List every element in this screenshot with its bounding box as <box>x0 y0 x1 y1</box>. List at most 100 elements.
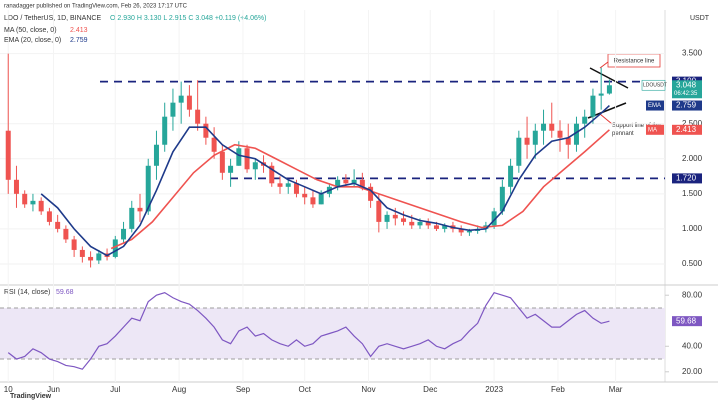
candle-body <box>293 183 299 194</box>
candle-body <box>491 211 497 226</box>
legend-name: MA (50, close, 0) <box>4 27 57 34</box>
candle-body <box>458 228 464 233</box>
candle-body <box>129 207 135 229</box>
legend-value: 59.68 <box>56 289 74 296</box>
candle-body <box>88 256 94 261</box>
countdown: 06:42:35 <box>674 91 698 97</box>
candle-body <box>162 116 168 145</box>
indicator-tag-value <box>672 124 702 135</box>
candle-body <box>203 123 209 138</box>
publisher: ranadagger published on TradingView.com,… <box>4 4 188 10</box>
candle-body <box>269 165 275 184</box>
y-tick-label: 40.00 <box>682 341 703 350</box>
y-tick-label: 2.000 <box>682 154 703 163</box>
candle-body <box>557 130 563 138</box>
rsi-line <box>7 291 610 370</box>
annotation: Resistance line <box>614 59 655 65</box>
candle-body <box>145 165 151 212</box>
level-label: 1.720 <box>676 174 697 183</box>
currency: USDT <box>690 15 710 22</box>
candle-body <box>236 148 242 166</box>
candle-body <box>170 102 176 117</box>
y-tick-label: 1.500 <box>682 189 703 198</box>
candle-body <box>186 95 192 110</box>
x-tick-label: Sep <box>236 385 251 394</box>
chart-title: LDO / TetherUS, 1D, BINANCE <box>4 15 101 22</box>
candle-body <box>532 130 538 145</box>
candle-body <box>590 95 596 117</box>
indicator-tag-name <box>646 124 664 135</box>
indicator-line <box>40 104 610 257</box>
candle-body <box>153 144 159 166</box>
candle-body <box>524 137 530 145</box>
resistance-trendline <box>589 67 629 89</box>
y-tick-label: 1.000 <box>682 224 703 233</box>
candle-body <box>516 137 522 166</box>
x-tick-label: Oct <box>298 385 311 394</box>
last-price: 3.048 <box>676 80 697 89</box>
candle-body <box>137 207 143 212</box>
candle-body <box>13 179 19 194</box>
x-tick-label: 2023 <box>485 385 503 394</box>
annotation-wrap: Support line of the pennant <box>612 123 661 137</box>
candle-body <box>565 137 571 145</box>
legend-value: 2.759 <box>70 37 88 44</box>
candle-body <box>376 200 382 222</box>
y-tick-label: 80.00 <box>682 290 703 299</box>
x-tick-label: Mar <box>609 385 623 394</box>
candle-body <box>508 165 514 187</box>
candle-body <box>228 165 234 173</box>
candle-body <box>351 179 357 184</box>
candle-body <box>368 186 374 201</box>
candle-body <box>343 179 349 184</box>
x-tick-label: 10 <box>4 385 13 394</box>
x-tick-label: Aug <box>172 385 186 394</box>
candle-body <box>55 221 61 229</box>
indicator-tag: EMA <box>648 103 661 109</box>
candle-body <box>195 109 201 124</box>
candle-body <box>96 253 102 261</box>
candle-body <box>582 116 588 124</box>
annotation-arrow <box>599 61 609 69</box>
y-tick-label: 2.500 <box>682 119 703 128</box>
candle-body <box>285 183 291 187</box>
candle-body <box>606 85 612 94</box>
candle-body <box>22 193 28 205</box>
rsi-title: RSI (14, close) <box>4 289 50 296</box>
legend-name: EMA (20, close, 0) <box>4 37 61 44</box>
rsi-band <box>0 307 665 360</box>
indicator-tag-value <box>672 316 702 327</box>
candle-body <box>121 228 127 240</box>
candle-body <box>30 200 36 205</box>
annotation: Support line of the pennant <box>612 123 661 137</box>
candle-body <box>392 214 398 219</box>
candle-body <box>71 239 77 250</box>
candle-body <box>573 123 579 145</box>
candle-body <box>277 183 283 187</box>
candle-body <box>442 225 448 229</box>
x-tick-label: Nov <box>361 385 375 394</box>
candle-body <box>112 239 118 257</box>
indicator-line <box>110 129 610 250</box>
indicator-value: 59.68 <box>676 316 697 325</box>
candle-body <box>425 221 431 226</box>
annotation-arrow <box>599 113 613 125</box>
x-tick-label: Jun <box>47 385 60 394</box>
candle-body <box>409 221 415 226</box>
candle-body <box>401 218 407 222</box>
indicator-value: 2.413 <box>676 125 697 134</box>
indicator-value: 2.759 <box>676 101 697 110</box>
candle-body <box>302 193 308 198</box>
symbol-tag <box>641 79 666 91</box>
candle-body <box>219 151 225 173</box>
candle-body <box>63 228 69 240</box>
candle-body <box>46 211 52 222</box>
candle-body <box>433 225 439 229</box>
indicator-tag: MA <box>648 127 657 133</box>
symbol: LDOUSDT <box>643 83 667 89</box>
candle-body <box>549 123 555 131</box>
candle-body <box>244 148 250 170</box>
x-tick-label: Jul <box>110 385 120 394</box>
candle-body <box>598 93 604 96</box>
indicator-tag-name <box>646 100 664 111</box>
